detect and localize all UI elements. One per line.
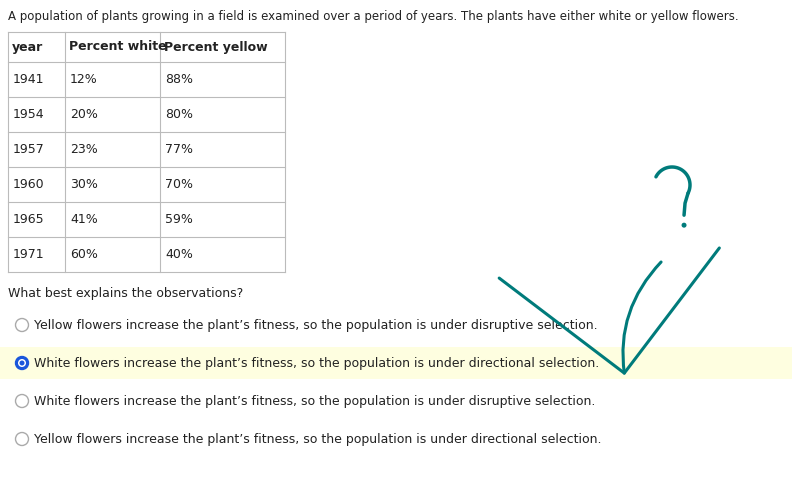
Text: Yellow flowers increase the plant’s fitness, so the population is under directio: Yellow flowers increase the plant’s fitn… [35,432,602,445]
Text: year: year [12,41,44,54]
Text: 1957: 1957 [13,143,45,156]
Bar [0,347,792,379]
Text: 1960: 1960 [13,178,44,191]
Circle shape [18,359,26,367]
Text: Yellow flowers increase the plant’s fitness, so the population is under disrupti: Yellow flowers increase the plant’s fitn… [35,318,598,331]
Text: 70%: 70% [165,178,193,191]
Text: 77%: 77% [165,143,193,156]
Text: 1954: 1954 [13,108,44,121]
Circle shape [20,360,25,366]
Text: 1965: 1965 [13,213,44,226]
Text: Percent white: Percent white [69,41,166,54]
Text: 1971: 1971 [13,248,44,261]
Text: 12%: 12% [70,73,97,86]
Text: 20%: 20% [70,108,98,121]
Text: White flowers increase the plant’s fitness, so the population is under disruptiv: White flowers increase the plant’s fitne… [35,395,596,408]
Text: 88%: 88% [165,73,193,86]
Text: White flowers increase the plant’s fitness, so the population is under direction: White flowers increase the plant’s fitne… [35,356,600,369]
Text: Percent yellow: Percent yellow [164,41,268,54]
Text: 60%: 60% [70,248,98,261]
Text: What best explains the observations?: What best explains the observations? [8,287,243,300]
Text: 1941: 1941 [13,73,44,86]
Text: 40%: 40% [165,248,193,261]
Circle shape [682,223,687,227]
Text: 30%: 30% [70,178,98,191]
Text: 23%: 23% [70,143,97,156]
Text: 59%: 59% [165,213,193,226]
Text: 41%: 41% [70,213,97,226]
Text: A population of plants growing in a field is examined over a period of years. Th: A population of plants growing in a fiel… [8,10,739,23]
Text: 80%: 80% [165,108,193,121]
Circle shape [16,356,29,369]
